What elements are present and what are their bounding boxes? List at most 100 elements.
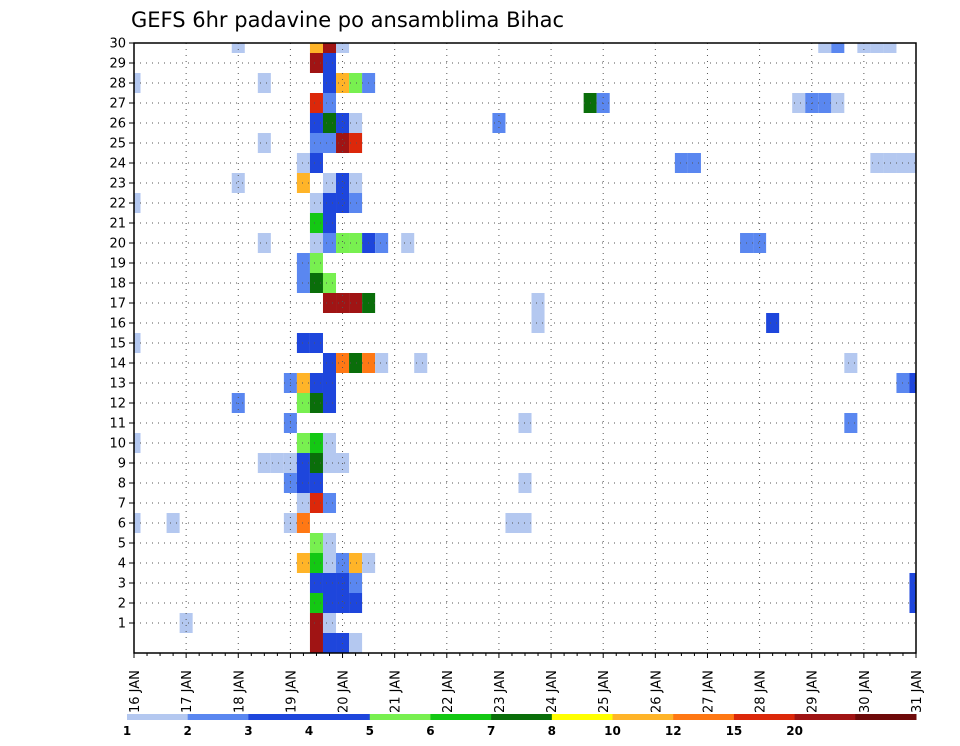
heatmap-cell xyxy=(831,93,845,113)
heatmap-cell xyxy=(296,153,310,173)
y-tick-label: 2 xyxy=(118,597,126,612)
heatmap-cell xyxy=(257,453,271,473)
y-tick-label: 19 xyxy=(109,257,126,272)
legend-label: 3 xyxy=(244,724,252,738)
y-tick-label: 20 xyxy=(109,237,126,252)
heatmap-cell xyxy=(322,453,337,473)
y-tick-label: 16 xyxy=(109,317,126,332)
heatmap-cell xyxy=(309,453,323,473)
heatmap-cells xyxy=(134,43,916,653)
heatmap-cell xyxy=(309,193,323,213)
x-tick-label: 18 JAN xyxy=(232,670,247,713)
heatmap-cell xyxy=(322,553,337,573)
legend-label: 10 xyxy=(604,724,621,738)
heatmap-cell xyxy=(309,153,323,173)
heatmap-cell xyxy=(375,353,389,373)
heatmap-cell xyxy=(309,553,323,573)
legend-label: 6 xyxy=(426,724,434,738)
heatmap-cell xyxy=(336,113,350,133)
legend-swatch xyxy=(430,714,492,720)
heatmap-cell xyxy=(296,433,310,453)
x-tick-label: 31 JAN xyxy=(910,670,925,713)
heatmap-cell xyxy=(270,453,284,473)
heatmap-cell xyxy=(336,133,350,153)
y-tick-label: 8 xyxy=(118,477,126,492)
legend-label: 2 xyxy=(184,724,192,738)
heatmap-cell xyxy=(257,233,271,253)
x-axis: 16 JAN 17 JAN 18 JAN 19 JAN 20 JAN 21 JAN 22 J… xyxy=(128,653,925,713)
legend-label: 12 xyxy=(665,724,682,738)
heatmap-cell xyxy=(309,473,323,493)
heatmap-cell xyxy=(505,513,519,533)
x-tick-label: 20 JAN xyxy=(337,670,352,713)
plot-frame xyxy=(133,42,917,654)
legend-label: 15 xyxy=(726,724,743,738)
heatmap-cell xyxy=(296,173,310,193)
legend-swatch xyxy=(855,714,917,720)
heatmap-cell xyxy=(322,613,337,633)
heatmap-cell xyxy=(309,253,323,273)
heatmap-cell xyxy=(322,133,337,153)
heatmap-cell xyxy=(375,233,389,253)
heatmap-cell xyxy=(309,613,323,633)
heatmap-cell xyxy=(870,153,884,173)
heatmap-cell xyxy=(134,333,141,353)
heatmap-cell xyxy=(909,373,916,393)
y-tick-label: 10 xyxy=(109,437,126,452)
y-tick-label: 1 xyxy=(118,617,126,632)
legend-label: 5 xyxy=(366,724,374,738)
heatmap-cell xyxy=(322,533,337,553)
heatmap-cell xyxy=(909,153,916,173)
heatmap-cell xyxy=(309,93,323,113)
heatmap-cell xyxy=(322,193,337,213)
heatmap-cell xyxy=(322,173,337,193)
heatmap-cell xyxy=(857,43,871,53)
heatmap-cell xyxy=(322,213,337,233)
heatmap-cell xyxy=(414,353,428,373)
heatmap-cell xyxy=(322,353,337,373)
heatmap-cell xyxy=(336,553,350,573)
heatmap-cell xyxy=(309,573,323,593)
heatmap-cell xyxy=(322,593,337,613)
x-tick-label: 24 JAN xyxy=(545,670,560,713)
x-tick-label: 17 JAN xyxy=(180,670,195,713)
heatmap-cell xyxy=(166,513,180,533)
heatmap-cell xyxy=(134,73,141,93)
heatmap-cell xyxy=(336,73,350,93)
heatmap-cell xyxy=(349,173,363,193)
y-tick-label: 17 xyxy=(109,297,126,312)
legend-label: 4 xyxy=(305,724,313,738)
heatmap-cell xyxy=(231,43,245,53)
legend-label: 1 xyxy=(123,724,131,738)
heatmap-cell xyxy=(349,293,363,313)
y-tick-label: 23 xyxy=(109,177,126,192)
x-tick-label: 28 JAN xyxy=(754,670,769,713)
x-tick-label: 22 JAN xyxy=(441,670,456,713)
heatmap-cell xyxy=(309,433,323,453)
heatmap-cell xyxy=(231,173,245,193)
heatmap-cell xyxy=(134,433,141,453)
heatmap-cell xyxy=(322,273,337,293)
heatmap-cell xyxy=(309,393,323,413)
legend-swatch xyxy=(127,714,189,720)
heatmap-cell xyxy=(336,233,350,253)
heatmap-cell xyxy=(296,493,310,513)
legend-swatch xyxy=(369,714,431,720)
heatmap-cell xyxy=(322,53,337,73)
heatmap-cell xyxy=(818,43,832,53)
heatmap-cell xyxy=(336,173,350,193)
heatmap-cell xyxy=(349,633,363,653)
y-tick-label: 26 xyxy=(109,117,126,132)
heatmap-cell xyxy=(296,553,310,573)
y-tick-label: 25 xyxy=(109,137,126,152)
heatmap-cell xyxy=(322,293,337,313)
heatmap-cell xyxy=(134,193,141,213)
heatmap-cell xyxy=(753,233,767,253)
heatmap-cell xyxy=(883,43,897,53)
legend-swatch xyxy=(248,714,310,720)
y-tick-label: 27 xyxy=(109,97,126,112)
heatmap-cell xyxy=(349,73,363,93)
heatmap-cell xyxy=(336,193,350,213)
y-tick-label: 15 xyxy=(109,337,126,352)
